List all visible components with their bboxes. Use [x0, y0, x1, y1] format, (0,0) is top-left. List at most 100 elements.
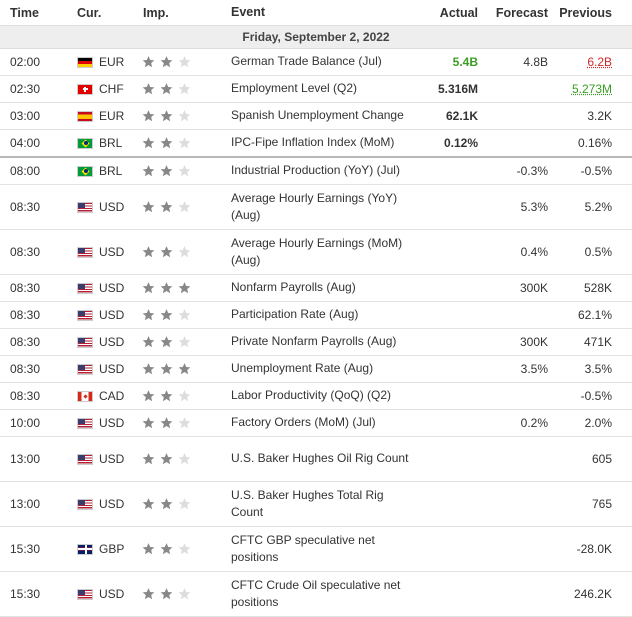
star-filled-icon	[160, 498, 173, 510]
event-name[interactable]: Labor Productivity (QoQ) (Q2)	[231, 388, 392, 403]
previous-value: -0.5%	[550, 164, 632, 178]
header-time[interactable]: Time	[10, 5, 39, 20]
forecast-value: 4.8B	[523, 55, 548, 69]
currency-code: USD	[99, 416, 125, 430]
table-row[interactable]: 08:30 CAD Labor Productivity (QoQ) (Q2) -0.…	[0, 383, 632, 410]
currency-cell: USD	[70, 281, 135, 295]
star-filled-icon	[142, 56, 155, 68]
currency-cell: USD	[70, 308, 135, 322]
star-filled-icon	[178, 282, 191, 294]
currency-cell: USD	[70, 497, 135, 511]
event-time: 08:30	[10, 335, 41, 349]
previous-value: 765	[550, 497, 632, 511]
actual-value: 5.4B	[452, 55, 478, 69]
currency-cell: GBP	[70, 542, 135, 556]
event-name[interactable]: U.S. Baker Hughes Total Rig Count	[231, 487, 384, 520]
star-filled-icon	[160, 336, 173, 348]
table-row[interactable]: 10:00 USD Factory Orders (MoM) (Jul) 0.2% 2.…	[0, 410, 632, 437]
event-rows: 02:00 EUR German Trade Balance (Jul) 5.4B 4.…	[0, 49, 632, 617]
event-time: 13:00	[10, 497, 41, 511]
event-name[interactable]: Industrial Production (YoY) (Jul)	[231, 163, 400, 178]
star-empty-icon	[178, 336, 191, 348]
usa-flag-icon	[77, 201, 93, 213]
header-event[interactable]: Event	[231, 4, 266, 19]
table-row[interactable]: 13:00 USD U.S. Baker Hughes Oil Rig Count 6…	[0, 437, 632, 482]
star-filled-icon	[142, 336, 155, 348]
star-filled-icon	[142, 363, 155, 375]
currency-cell: USD	[70, 452, 135, 466]
table-row[interactable]: 15:30 USD CFTC Crude Oil speculative net p…	[0, 572, 632, 617]
star-filled-icon	[160, 453, 173, 465]
table-row[interactable]: 02:00 EUR German Trade Balance (Jul) 5.4B 4.…	[0, 49, 632, 76]
header-actual[interactable]: Actual	[439, 5, 478, 20]
event-name[interactable]: CFTC GBP speculative net positions	[231, 532, 375, 565]
star-filled-icon	[142, 498, 155, 510]
table-row[interactable]: 08:30 USD Average Hourly Earnings (YoY) (A…	[0, 185, 632, 230]
currency-code: CAD	[99, 389, 125, 403]
star-empty-icon	[178, 417, 191, 429]
star-empty-icon	[178, 390, 191, 402]
event-time: 04:00	[10, 136, 41, 150]
table-row[interactable]: 08:30 USD Participation Rate (Aug) 62.1%	[0, 302, 632, 329]
star-empty-icon	[178, 453, 191, 465]
usa-flag-icon	[77, 498, 93, 510]
currency-cell: USD	[70, 245, 135, 259]
table-row[interactable]: 08:30 USD Average Hourly Earnings (MoM) (A…	[0, 230, 632, 275]
table-row[interactable]: 04:00 BRL IPC-Fipe Inflation Index (MoM) 0.…	[0, 130, 632, 158]
star-filled-icon	[142, 201, 155, 213]
event-time: 02:30	[10, 82, 41, 96]
event-name[interactable]: Private Nonfarm Payrolls (Aug)	[231, 334, 397, 349]
event-name[interactable]: Spanish Unemployment Change	[231, 108, 404, 123]
event-name[interactable]: IPC-Fipe Inflation Index (MoM)	[231, 135, 395, 150]
currency-cell: USD	[70, 416, 135, 430]
previous-value-text: 3.2K	[587, 109, 612, 123]
importance-stars	[135, 416, 222, 430]
importance-stars	[135, 308, 222, 322]
table-row[interactable]: 02:30 CHF Employment Level (Q2) 5.316M 5.273…	[0, 76, 632, 103]
event-name[interactable]: U.S. Baker Hughes Oil Rig Count	[231, 451, 409, 466]
previous-value: -0.5%	[550, 389, 632, 403]
previous-value: 5.2%	[550, 200, 632, 214]
table-row[interactable]: 03:00 EUR Spanish Unemployment Change 62.1K…	[0, 103, 632, 130]
previous-value-text: 2.0%	[584, 416, 612, 430]
header-forecast[interactable]: Forecast	[495, 5, 548, 20]
event-name[interactable]: Employment Level (Q2)	[231, 81, 358, 96]
table-row[interactable]: 08:30 USD Unemployment Rate (Aug) 3.5% 3.5%	[0, 356, 632, 383]
star-filled-icon	[160, 588, 173, 600]
canada-flag-icon	[77, 390, 93, 402]
event-name[interactable]: CFTC Crude Oil speculative net positions	[231, 577, 401, 610]
table-row[interactable]: 15:30 GBP CFTC GBP speculative net positio…	[0, 527, 632, 572]
header-previous[interactable]: Previous	[559, 5, 612, 20]
previous-value-text: 6.2B	[587, 55, 612, 69]
previous-value-text: 605	[591, 452, 612, 466]
table-row[interactable]: 08:30 USD Private Nonfarm Payrolls (Aug) 30…	[0, 329, 632, 356]
header-currency[interactable]: Cur.	[77, 5, 102, 20]
previous-value: 528K	[550, 281, 632, 295]
event-name[interactable]: Participation Rate (Aug)	[231, 307, 359, 322]
currency-cell: USD	[70, 335, 135, 349]
star-empty-icon	[178, 137, 191, 149]
star-filled-icon	[160, 282, 173, 294]
event-name[interactable]: Unemployment Rate (Aug)	[231, 361, 374, 376]
brazil-flag-icon	[77, 137, 93, 149]
forecast-value: 300K	[519, 335, 548, 349]
star-empty-icon	[178, 498, 191, 510]
currency-code: USD	[99, 587, 125, 601]
currency-code: USD	[99, 308, 125, 322]
header-importance[interactable]: Imp.	[143, 5, 169, 20]
table-row[interactable]: 13:00 USD U.S. Baker Hughes Total Rig Coun…	[0, 482, 632, 527]
importance-stars	[135, 587, 222, 601]
event-name[interactable]: Nonfarm Payrolls (Aug)	[231, 280, 356, 295]
table-row[interactable]: 08:00 BRL Industrial Production (YoY) (Jul…	[0, 158, 632, 185]
star-empty-icon	[178, 165, 191, 177]
table-row[interactable]: 08:30 USD Nonfarm Payrolls (Aug) 300K 528K	[0, 275, 632, 302]
forecast-value: 300K	[519, 281, 548, 295]
forecast-value: 5.3%	[520, 200, 548, 214]
event-name[interactable]: Average Hourly Earnings (YoY) (Aug)	[231, 190, 398, 223]
usa-flag-icon	[77, 453, 93, 465]
previous-value: 6.2B	[550, 55, 632, 69]
event-name[interactable]: Average Hourly Earnings (MoM) (Aug)	[231, 235, 403, 268]
event-name[interactable]: German Trade Balance (Jul)	[231, 54, 382, 69]
event-name[interactable]: Factory Orders (MoM) (Jul)	[231, 415, 376, 430]
